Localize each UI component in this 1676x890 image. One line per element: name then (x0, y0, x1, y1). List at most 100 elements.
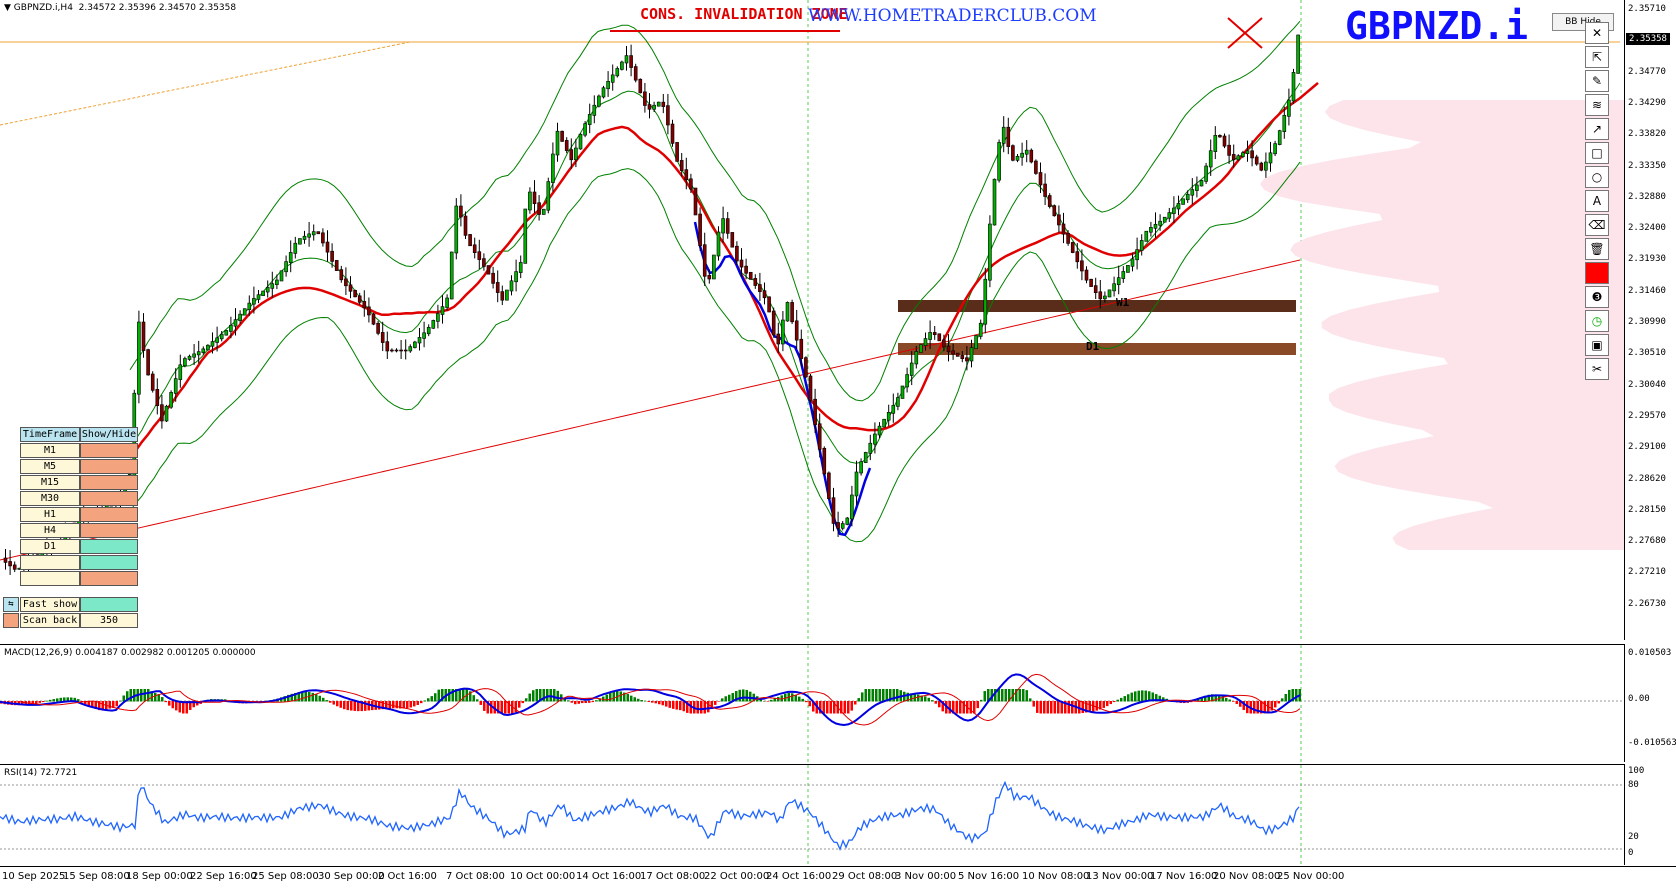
macd-bar (1123, 696, 1126, 702)
macd-bar (630, 695, 633, 702)
macd-bar (178, 701, 181, 713)
macd-bar (17, 701, 20, 706)
macd-bar (983, 691, 986, 702)
candle (509, 275, 514, 296)
macd-bar (927, 697, 930, 702)
macd-tick: 0.010503 (1628, 648, 1672, 658)
macd-pane[interactable]: MACD(12,26,9) 0.004187 0.002982 0.001205… (0, 644, 1624, 763)
tf-toggle[interactable] (80, 555, 138, 570)
rsi-pane[interactable]: RSI(14) 72.7721 (0, 764, 1624, 866)
candle (357, 292, 362, 305)
dropdown-icon[interactable]: ▼ (4, 3, 14, 13)
candle (321, 228, 325, 247)
main-chart-pane[interactable]: ▼ GBPNZD.i,H4 2.34572 2.35396 2.34570 2.… (0, 0, 1624, 640)
macd-bar (455, 689, 458, 702)
macd-bar (770, 699, 773, 702)
time-axis[interactable]: 10 Sep 2025 15 Sep 08:00 18 Sep 00:00 22 Se… (0, 866, 1676, 890)
number-3-icon[interactable]: ❸ (1585, 286, 1609, 308)
macd-bar (406, 701, 409, 709)
tf-toggle[interactable] (80, 491, 138, 506)
tf-header-label: TimeFrame (20, 427, 80, 442)
time-label: 20 Nov 08:00 (1213, 871, 1281, 882)
eraser-icon[interactable]: ⌫ (1585, 214, 1609, 236)
tf-label: H4 (20, 523, 80, 538)
price-tick: 2.34770 (1628, 66, 1666, 77)
candle (551, 142, 555, 192)
candle (1172, 196, 1176, 224)
circle-icon[interactable]: ○ (1585, 166, 1609, 188)
macd-bar (497, 701, 500, 714)
save-icon[interactable]: ▣ (1585, 334, 1609, 356)
macd-bar (766, 701, 769, 702)
rsi-canvas (0, 765, 1624, 866)
wave-icon[interactable]: ≋ (1585, 94, 1609, 116)
macd-bar (514, 701, 517, 713)
clock-icon[interactable]: ◷ (1585, 310, 1609, 332)
candle (169, 390, 173, 409)
macd-bar (1242, 701, 1245, 711)
rectangle-icon[interactable]: □ (1585, 142, 1609, 164)
tf-toggle[interactable] (80, 507, 138, 522)
tf-toggle[interactable] (80, 539, 138, 554)
candle (8, 550, 12, 575)
candle (960, 350, 965, 363)
candle (528, 187, 532, 214)
macd-bar (1088, 701, 1091, 712)
price-chart-canvas[interactable] (0, 0, 1624, 640)
candle (891, 393, 896, 423)
macd-bar (1200, 697, 1203, 702)
macd-bar (1155, 694, 1158, 702)
macd-bar (126, 691, 129, 702)
tf-toggle[interactable] (80, 443, 138, 458)
pencil-icon[interactable]: ✎ (1585, 70, 1609, 92)
candle (1268, 141, 1273, 172)
macd-bar (910, 693, 913, 702)
macd-bar (847, 701, 850, 714)
candle (1135, 237, 1139, 270)
candle (459, 194, 463, 227)
macd-bar (1120, 697, 1123, 702)
red-color-swatch[interactable] (1585, 262, 1609, 284)
candle (339, 265, 344, 283)
tf-toggle[interactable] (80, 475, 138, 490)
candle (247, 295, 252, 316)
macd-bar (1036, 701, 1039, 713)
macd-bar (479, 701, 482, 705)
fast-show-toggle[interactable] (80, 597, 138, 612)
rsi-label: RSI(14) 72.7721 (4, 768, 78, 778)
macd-bar (731, 693, 734, 702)
macd-bar (1116, 699, 1119, 702)
swap-icon[interactable]: ⇆ (3, 597, 19, 612)
candle (707, 269, 712, 284)
scissors-icon[interactable]: ✂ (1585, 358, 1609, 380)
trash-icon[interactable]: 🗑 (1585, 238, 1609, 260)
candle (1185, 190, 1190, 203)
text-icon[interactable]: A (1585, 190, 1609, 212)
candle (771, 307, 776, 338)
tf-toggle[interactable] (80, 571, 138, 586)
candle (353, 289, 357, 298)
price-axis[interactable]: 2.35710 2.34770 2.34290 2.33820 2.33350 2.328… (1624, 0, 1676, 640)
candle (298, 238, 302, 245)
arrow-icon[interactable]: ↗ (1585, 118, 1609, 140)
macd-bar (147, 689, 150, 702)
tf-toggle[interactable] (80, 523, 138, 538)
tf-toggle[interactable] (80, 459, 138, 474)
macd-bar (623, 692, 626, 702)
macd-bar (833, 701, 836, 714)
macd-bar (1295, 689, 1298, 702)
candle (160, 395, 164, 429)
candle (569, 138, 574, 169)
scan-back-input[interactable]: 350 (80, 613, 138, 628)
candle (1066, 230, 1070, 246)
cursor-icon[interactable]: ⇱ (1585, 46, 1609, 68)
candle (882, 418, 886, 428)
macd-bar (546, 689, 549, 702)
close-icon[interactable]: ✕ (1585, 22, 1609, 44)
macd-bar (472, 695, 475, 702)
macd-bar (605, 694, 608, 702)
candle (951, 343, 955, 360)
macd-bar (759, 699, 762, 702)
candle (1103, 291, 1107, 303)
candle (1116, 265, 1121, 295)
